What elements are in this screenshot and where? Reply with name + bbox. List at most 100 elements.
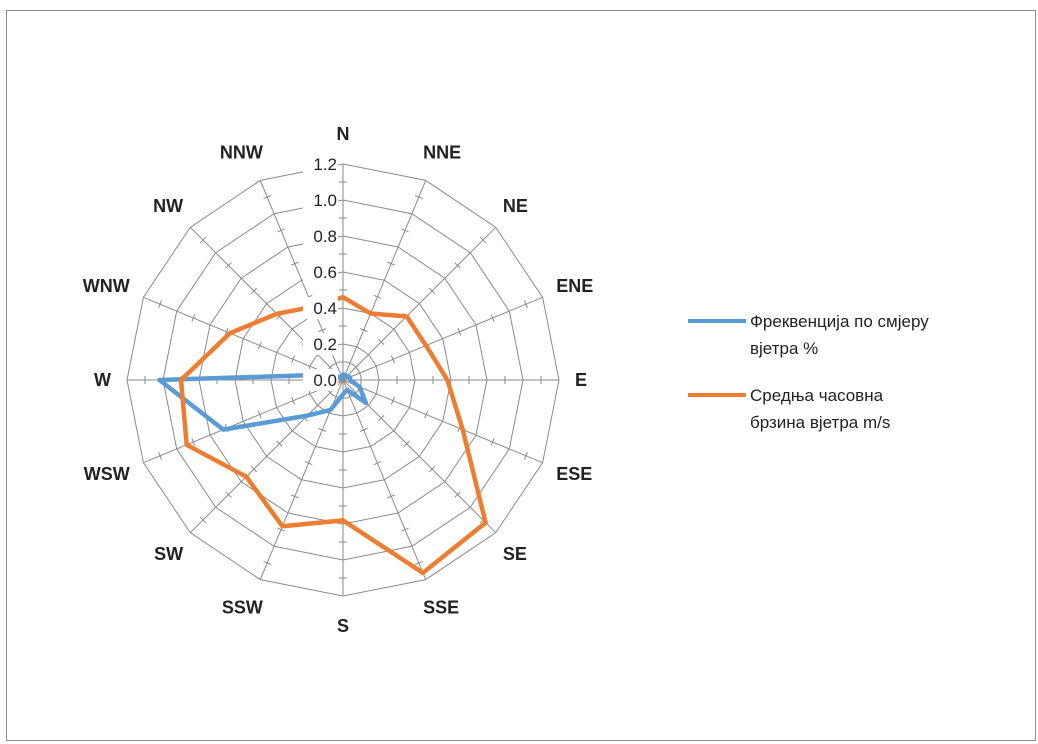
minor-tick	[250, 287, 258, 295]
grid-spoke	[342, 379, 427, 580]
radial-tick-label: 1.2	[313, 155, 337, 174]
tick-label-bg	[303, 225, 338, 247]
minor-tick	[373, 294, 382, 299]
series-speed-line	[178, 294, 488, 576]
grid-spoke	[143, 379, 344, 464]
tick-label-bg	[303, 333, 338, 355]
minor-tick	[359, 427, 368, 432]
minor-tick	[523, 300, 528, 309]
category-label: ENE	[556, 276, 593, 296]
minor-tick	[158, 451, 163, 460]
minor-tick	[290, 261, 299, 266]
legend-item-speed: Средња часовна брзина вјетра m/s	[688, 382, 1028, 436]
legend: Фреквенција по смјеру вјетра % Средња ча…	[688, 308, 1028, 456]
minor-tick	[373, 461, 382, 466]
grid-spoke	[342, 226, 497, 381]
category-label: NE	[503, 196, 528, 216]
minor-tick	[199, 516, 207, 524]
category-label: N	[337, 124, 350, 144]
grid-spoke	[342, 180, 427, 381]
category-label: SSW	[222, 597, 263, 617]
grid-spoke	[342, 379, 543, 464]
category-label: NNW	[220, 143, 263, 163]
minor-tick	[318, 427, 327, 432]
minor-tick	[454, 262, 461, 269]
legend-swatch-frequency	[688, 319, 746, 323]
legend-item-frequency: Фреквенција по смјеру вјетра %	[688, 308, 1028, 362]
minor-tick	[414, 195, 423, 200]
minor-tick	[158, 300, 163, 309]
minor-tick	[479, 236, 487, 244]
minor-tick	[387, 261, 396, 266]
minor-tick	[428, 287, 436, 295]
minor-tick	[390, 355, 395, 364]
grid-spoke	[189, 379, 344, 534]
minor-tick	[428, 465, 436, 473]
minor-tick	[454, 491, 461, 498]
minor-tick	[403, 440, 410, 447]
category-label: SSE	[423, 597, 459, 617]
category-label: WSW	[84, 464, 130, 484]
tick-label-bg	[303, 297, 338, 319]
radial-tick-label: 0.0	[313, 371, 337, 390]
minor-tick	[401, 527, 409, 532]
category-label: NNE	[423, 143, 461, 163]
tick-label-bg	[303, 261, 338, 283]
tick-label-bg	[303, 369, 338, 391]
category-label: WNW	[83, 276, 130, 296]
minor-tick	[199, 236, 207, 244]
tick-label-bg	[303, 189, 338, 211]
minor-tick	[523, 451, 528, 460]
minor-tick	[378, 415, 385, 422]
minor-tick	[191, 438, 196, 446]
minor-tick	[352, 364, 359, 371]
minor-tick	[263, 195, 272, 200]
radial-tick-label: 0.4	[313, 299, 337, 318]
category-label: E	[575, 370, 587, 390]
legend-label-frequency: Фреквенција по смјеру вјетра %	[750, 312, 929, 358]
minor-tick	[490, 314, 495, 322]
category-label: ESE	[556, 464, 592, 484]
grid-spoke	[143, 296, 344, 381]
grid-spoke	[342, 296, 543, 381]
minor-tick	[414, 560, 423, 565]
minor-tick	[359, 328, 368, 333]
minor-tick	[332, 361, 340, 366]
minor-tick	[277, 228, 285, 233]
minor-tick	[225, 491, 232, 498]
legend-swatch-speed	[688, 393, 746, 397]
minor-tick	[263, 560, 272, 565]
minor-tick	[257, 341, 262, 350]
minor-tick	[378, 338, 385, 345]
minor-tick	[346, 361, 354, 366]
minor-tick	[225, 262, 232, 269]
category-label: SW	[154, 544, 183, 564]
minor-tick	[191, 314, 196, 322]
minor-tick	[490, 438, 495, 446]
minor-tick	[357, 369, 362, 377]
category-label: NW	[153, 196, 183, 216]
minor-tick	[390, 396, 395, 405]
category-label: S	[337, 616, 349, 636]
grid-spoke	[342, 379, 497, 534]
grid-spoke	[259, 379, 344, 580]
minor-tick	[257, 410, 262, 419]
legend-label-speed: Средња часовна брзина вјетра m/s	[750, 386, 891, 432]
tick-label-bg	[303, 153, 338, 175]
minor-tick	[401, 228, 409, 233]
radial-tick-label: 0.6	[313, 263, 337, 282]
category-label: W	[94, 370, 111, 390]
minor-tick	[291, 355, 296, 364]
minor-tick	[304, 461, 313, 466]
category-label: SE	[503, 544, 527, 564]
minor-tick	[457, 327, 462, 336]
minor-tick	[424, 410, 429, 419]
minor-tick	[277, 527, 285, 532]
minor-tick	[318, 328, 327, 333]
minor-tick	[276, 440, 283, 447]
radial-tick-label: 0.8	[313, 227, 337, 246]
radial-tick-label: 1.0	[313, 191, 337, 210]
radial-tick-label: 0.2	[313, 335, 337, 354]
minor-tick	[291, 396, 296, 405]
